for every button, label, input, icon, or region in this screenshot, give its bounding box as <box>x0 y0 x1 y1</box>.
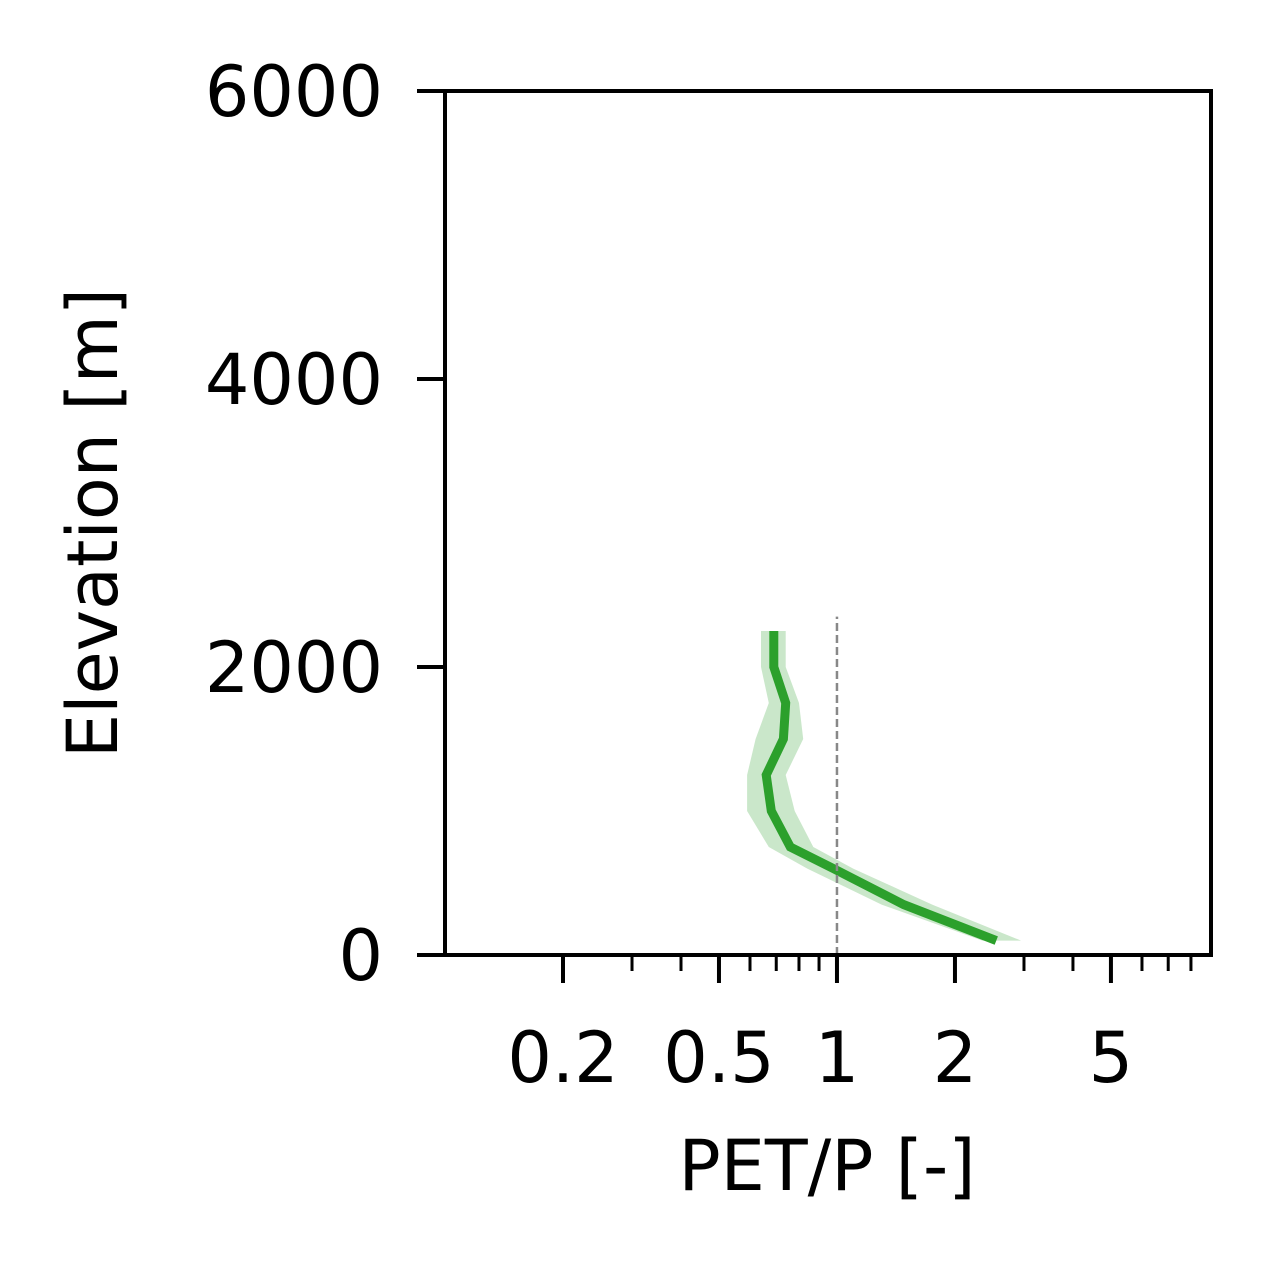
y-axis-title: Elevation [m] <box>52 288 134 758</box>
plot-area <box>747 616 1022 955</box>
y-tick-label: 4000 <box>205 339 383 421</box>
axes: 0 2000 4000 6000 0.2 0.5 1 2 5 <box>205 51 1213 1099</box>
x-tick-label: 1 <box>815 1017 860 1099</box>
series-0-line <box>761 631 998 945</box>
y-tick-label: 6000 <box>205 51 383 133</box>
x-axis-title: PET/P [-] <box>678 1125 975 1207</box>
x-tick-label: 0.5 <box>663 1017 774 1099</box>
x-tick-label: 0.2 <box>507 1017 618 1099</box>
x-tick-label: 2 <box>933 1017 978 1099</box>
y-tick-label: 2000 <box>205 627 383 709</box>
x-tick-label: 5 <box>1089 1017 1134 1099</box>
y-tick-label: 0 <box>338 915 383 997</box>
plot-frame <box>443 89 1213 957</box>
